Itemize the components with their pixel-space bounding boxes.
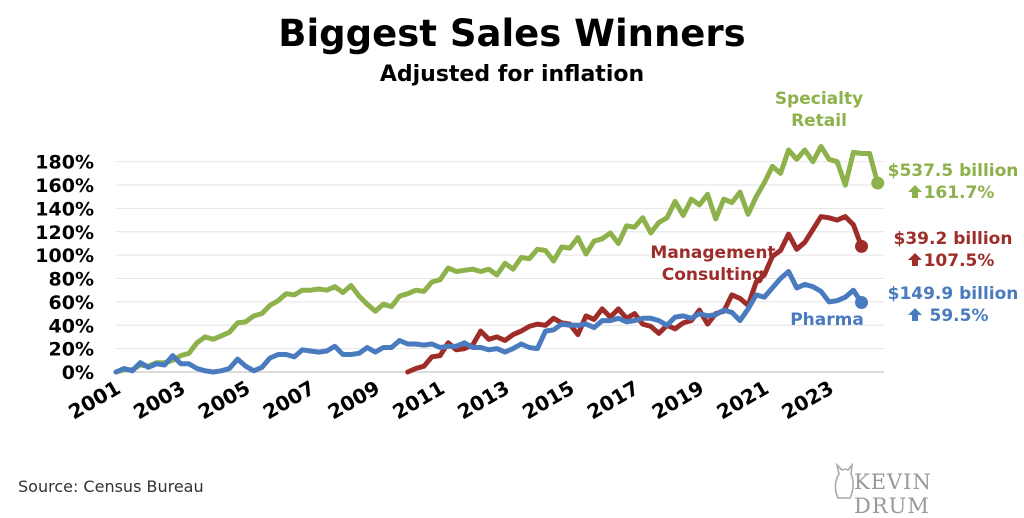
y-tick-label: 120%: [35, 222, 94, 244]
series-line: [405, 214, 864, 375]
x-axis: 2001 2003 2005 2007 2009 2011 2013 2015 2017 2019…: [64, 376, 837, 425]
y-axis: 0%20%40%60%80%100%120%140%160%180%: [35, 152, 94, 384]
brand-name: KEVIN DRUM: [854, 470, 932, 518]
y-tick-label: 20%: [49, 339, 94, 361]
end-point-marker: [855, 295, 869, 309]
x-tick-label: 2019: [648, 376, 708, 425]
y-tick-label: 140%: [35, 198, 94, 220]
cat-icon: [834, 462, 854, 499]
end-value-label: $39.2 billion: [894, 229, 1013, 249]
series-name-label: Specialty: [775, 89, 863, 109]
x-tick-label: 2003: [129, 376, 189, 425]
y-tick-label: 100%: [35, 245, 94, 267]
source-note: Source: Census Bureau: [18, 477, 204, 496]
x-tick-label: 2011: [388, 376, 448, 425]
series-name-label: Retail: [791, 111, 847, 131]
end-value-label: $149.9 billion: [888, 284, 1019, 304]
series-line: [113, 269, 864, 375]
y-tick-label: 160%: [35, 175, 94, 197]
x-tick-label: 2017: [583, 376, 643, 425]
x-tick-label: 2009: [324, 376, 384, 425]
up-arrow-icon: [908, 253, 922, 266]
chart-title: Biggest Sales Winners: [278, 12, 746, 55]
y-tick-label: 60%: [49, 292, 94, 314]
end-point-marker: [855, 239, 869, 253]
x-tick-label: 2015: [518, 376, 578, 425]
y-tick-label: 180%: [35, 152, 94, 174]
end-value-label: $537.5 billion: [888, 161, 1019, 181]
line-chart: 0%20%40%60%80%100%120%140%160%180% 2001 2…: [35, 89, 1018, 425]
up-arrow-icon: [908, 308, 922, 321]
gridlines: [116, 161, 884, 373]
series-lines: [113, 144, 885, 375]
y-tick-label: 80%: [49, 269, 94, 291]
brand-logo: KEVIN DRUM: [832, 458, 1012, 518]
y-tick-label: 40%: [49, 315, 94, 337]
x-tick-label: 2013: [453, 376, 513, 425]
y-tick-label: 0%: [62, 362, 94, 384]
end-point-marker: [871, 176, 885, 190]
change-label: 161.7%: [924, 183, 995, 203]
x-tick-label: 2007: [259, 376, 319, 425]
change-label: 107.5%: [924, 251, 995, 271]
up-arrow-icon: [908, 185, 922, 198]
series-name-label: Pharma: [790, 310, 864, 330]
x-tick-label: 2023: [777, 376, 837, 425]
change-label: 59.5%: [930, 306, 989, 326]
series-name-label: Management: [650, 243, 775, 263]
x-tick-label: 2021: [713, 376, 773, 425]
x-tick-label: 2005: [194, 376, 254, 425]
chart-subtitle: Adjusted for inflation: [379, 62, 645, 87]
series-line: [113, 144, 881, 375]
series-name-label: Consulting: [662, 265, 765, 285]
